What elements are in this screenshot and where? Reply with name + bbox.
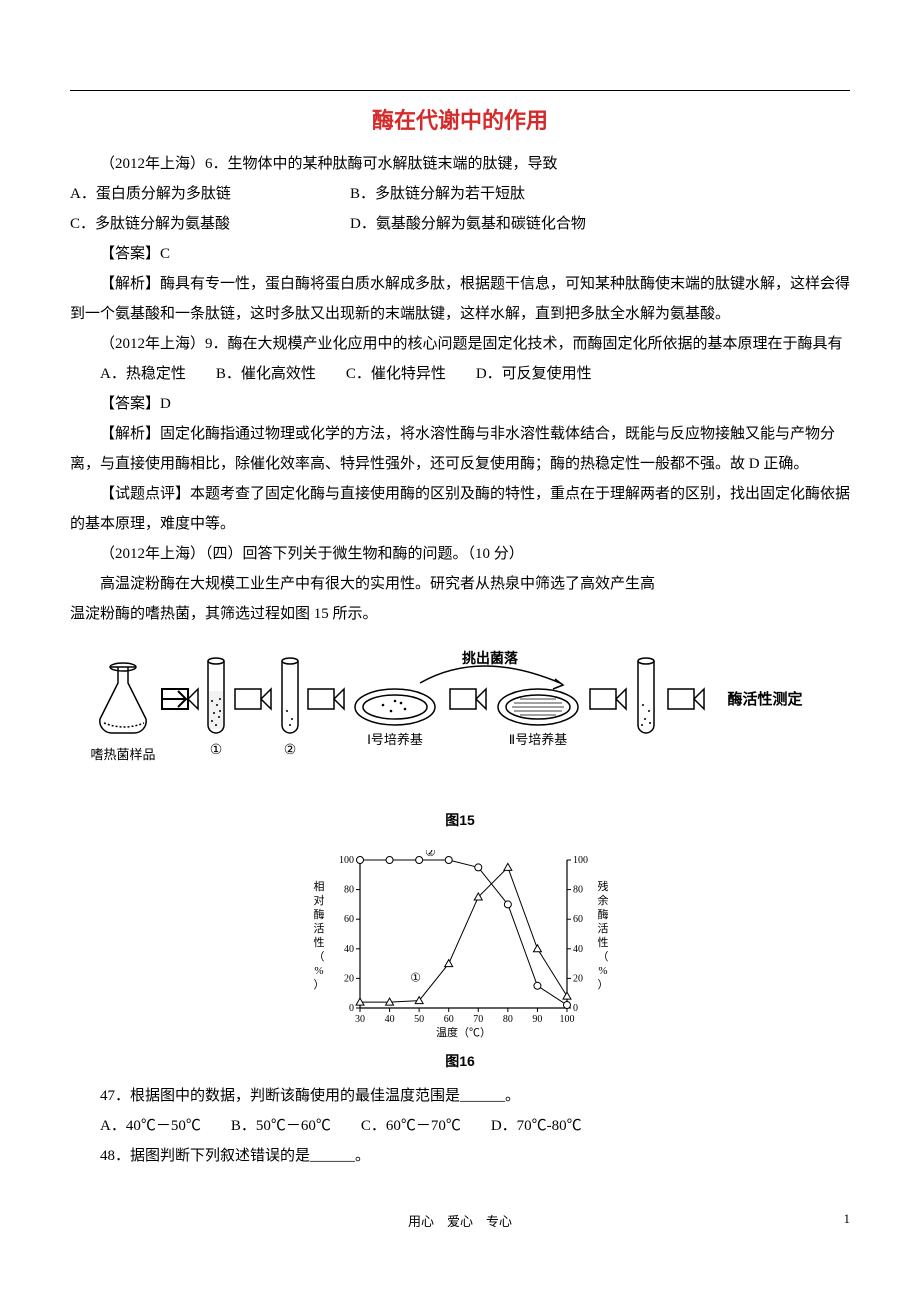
fig15-dil1: ① (210, 743, 223, 758)
svg-text:100: 100 (339, 855, 354, 866)
svg-text:60: 60 (444, 1014, 454, 1025)
svg-text:80: 80 (344, 885, 354, 896)
top-rule (70, 90, 850, 91)
q2-explain: 【解析】固定化酶指通过物理或化学的方法，将水溶性酶与非水溶性载体结合，既能与反应… (70, 419, 850, 479)
svg-text:（: （ (314, 950, 325, 963)
svg-text:40: 40 (385, 1014, 395, 1025)
page-title: 酶在代谢中的作用 (70, 103, 850, 135)
q1-answer: 【答案】C (70, 239, 850, 269)
q47-stem: 47．根据图中的数据，判断该酶使用的最佳温度范围是______。 (70, 1081, 850, 1111)
svg-text:相: 相 (314, 880, 325, 893)
fig15-caption: 图15 (70, 810, 850, 830)
svg-text:%: % (598, 965, 607, 977)
svg-text:100: 100 (560, 1014, 575, 1025)
svg-text:活: 活 (598, 922, 609, 935)
fig15-assay: 酶活性测定 (727, 690, 802, 708)
svg-text:酶: 酶 (314, 908, 325, 921)
svg-text:80: 80 (573, 885, 583, 896)
fig16-caption: 图16 (70, 1051, 850, 1071)
svg-text:80: 80 (503, 1014, 513, 1025)
figure-15: 嗜热菌样品 ① (70, 649, 850, 830)
q47-opts: A．40℃－50℃ B．50℃－60℃ C．60℃－70℃ D．70℃-80℃ (70, 1111, 850, 1141)
svg-text:30: 30 (355, 1014, 365, 1025)
fig15-plate2: Ⅱ号培养基 (509, 732, 567, 747)
page-container: 酶在代谢中的作用 （2012年上海）6．生物体中的某种肽酶可水解肽链末端的肽键，… (0, 0, 920, 1270)
svg-text:70: 70 (473, 1014, 483, 1025)
svg-text:40: 40 (344, 944, 354, 955)
svg-text:50: 50 (414, 1014, 424, 1025)
q1-opt-a: A．蛋白质分解为多肽链 (70, 179, 350, 209)
svg-text:（: （ (598, 950, 609, 963)
svg-text:0: 0 (573, 1003, 578, 1014)
svg-text:性: 性 (598, 935, 609, 949)
svg-text:酶: 酶 (598, 908, 609, 921)
fig15-dil2: ② (284, 743, 297, 758)
fig15-pick: 挑出菌落 (462, 650, 519, 667)
footer-motto: 用心 爱心 专心 (408, 1214, 512, 1229)
svg-text:温度（℃）: 温度（℃） (436, 1025, 491, 1039)
q1-opt-b: B．多肽链分解为若干短肽 (350, 179, 525, 209)
svg-text:20: 20 (573, 973, 583, 984)
svg-text:90: 90 (532, 1014, 542, 1025)
svg-text:40: 40 (573, 944, 583, 955)
svg-text:60: 60 (344, 914, 354, 925)
svg-text:）: ） (314, 978, 325, 991)
q3-p2: 温淀粉酶的嗜热菌，其筛选过程如图 15 所示。 (70, 599, 850, 629)
q1-opt-c: C．多肽链分解为氨基酸 (70, 209, 350, 239)
q3-stem: （2012年上海）（四）回答下列关于微生物和酶的问题。（10 分） (70, 539, 850, 569)
svg-text:性: 性 (314, 935, 325, 949)
fig15-plate1: Ⅰ号培养基 (367, 732, 423, 747)
svg-text:①: ① (410, 970, 421, 984)
svg-text:对: 对 (314, 893, 325, 907)
q2-note: 【试题点评】本题考查了固定化酶与直接使用酶的区别及酶的特性，重点在于理解两者的区… (70, 479, 850, 539)
page-footer: 用心 爱心 专心 1 (70, 1211, 850, 1230)
q1-opt-d: D．氨基酸分解为氨基和碳链化合物 (350, 209, 586, 239)
svg-text:20: 20 (344, 973, 354, 984)
svg-text:）: ） (598, 978, 609, 991)
page-number: 1 (844, 1211, 851, 1227)
figure-16: 3040506070809010000202040406060808010010… (70, 850, 850, 1071)
q2-stem: （2012年上海）9．酶在大规模产业化应用中的核心问题是固定化技术，而酶固定化所… (70, 329, 850, 359)
q2-answer: 【答案】D (70, 389, 850, 419)
fig15-sample-label: 嗜热菌样品 (90, 747, 155, 762)
q1-opts-row1: A．蛋白质分解为多肽链 B．多肽链分解为若干短肽 (70, 179, 850, 209)
svg-text:活: 活 (314, 922, 325, 935)
svg-text:②: ② (425, 850, 436, 859)
q1-explain: 【解析】酶具有专一性，蛋白酶将蛋白质水解成多肽，根据题干信息，可知某种肽酶使末端… (70, 269, 850, 329)
svg-text:残: 残 (598, 879, 609, 893)
svg-text:0: 0 (349, 1003, 354, 1014)
q1-stem: （2012年上海）6．生物体中的某种肽酶可水解肽链末端的肽键，导致 (70, 149, 850, 179)
svg-text:%: % (314, 965, 323, 977)
svg-text:100: 100 (573, 855, 588, 866)
q48-stem: 48．据图判断下列叙述错误的是______。 (70, 1141, 850, 1171)
q1-opts-row2: C．多肽链分解为氨基酸 D．氨基酸分解为氨基和碳链化合物 (70, 209, 850, 239)
svg-text:余: 余 (598, 893, 609, 907)
figure-16-svg: 3040506070809010000202040406060808010010… (305, 850, 615, 1040)
figure-15-svg: 嗜热菌样品 ① (90, 649, 830, 799)
svg-text:60: 60 (573, 914, 583, 925)
q2-opts: A．热稳定性 B．催化高效性 C．催化特异性 D．可反复使用性 (70, 359, 850, 389)
q3-p1: 高温淀粉酶在大规模工业生产中有很大的实用性。研究者从热泉中筛选了高效产生高 (70, 569, 850, 599)
